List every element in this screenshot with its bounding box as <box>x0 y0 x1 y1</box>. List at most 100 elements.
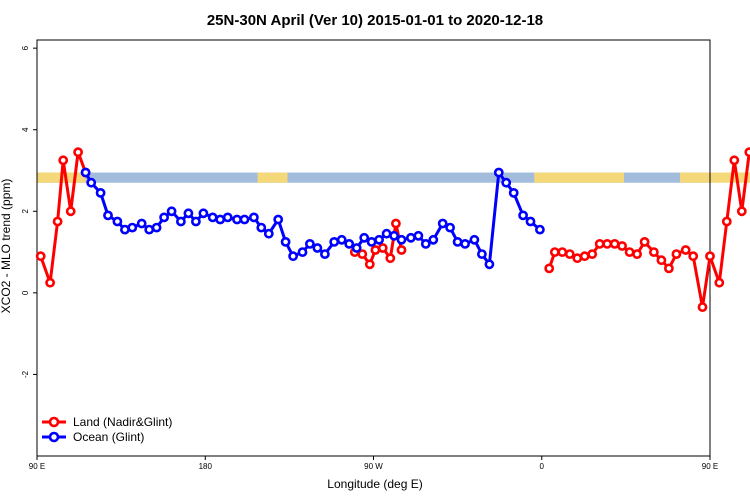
data-point <box>127 222 138 233</box>
series-line <box>39 150 88 285</box>
y-tick-label: 0 <box>21 290 30 295</box>
data-point <box>377 243 388 253</box>
data-point <box>381 228 392 239</box>
y-tick-label: -2 <box>21 370 30 378</box>
y-tick-label: 2 <box>21 209 30 214</box>
data-point <box>736 206 747 217</box>
data-point <box>80 167 91 178</box>
plot-area: 90 E 180 90 W 0 90 E -2 0 2 4 6 <box>21 39 750 471</box>
data-point <box>617 241 627 251</box>
data-point <box>151 222 162 233</box>
data-point <box>579 251 590 262</box>
x-tick-label: 90 W <box>364 462 383 471</box>
data-point <box>239 214 250 225</box>
data-point <box>159 212 169 223</box>
data-point <box>535 224 545 235</box>
data-point <box>396 234 407 245</box>
data-point <box>714 277 725 288</box>
data-point <box>198 208 209 219</box>
data-point <box>232 214 242 225</box>
data-point <box>215 214 226 225</box>
data-point <box>288 251 298 262</box>
ocean-band <box>37 172 710 183</box>
data-point <box>336 234 347 245</box>
data-point <box>680 245 691 255</box>
data-point <box>420 238 431 249</box>
legend-label: Land (Nadir&Glint) <box>73 415 172 429</box>
data-point <box>280 236 291 247</box>
data-point <box>297 247 308 257</box>
data-point <box>183 208 194 219</box>
data-point <box>405 232 416 243</box>
chart-title: 25N-30N April (Ver 10) 2015-01-01 to 202… <box>207 12 543 29</box>
data-point <box>166 206 177 217</box>
y-tick-label: 6 <box>21 45 30 50</box>
data-point <box>549 247 560 257</box>
data-point <box>45 277 55 288</box>
data-point <box>329 236 340 247</box>
data-point <box>95 187 106 198</box>
data-point <box>120 224 130 235</box>
data-point <box>656 255 667 266</box>
data-point <box>518 210 528 221</box>
data-point <box>112 216 123 227</box>
data-point <box>594 238 605 249</box>
x-tick-label: 0 <box>540 462 545 471</box>
data-point <box>413 230 424 241</box>
data-point <box>624 247 635 257</box>
data-point <box>370 245 381 255</box>
data-point <box>273 214 284 225</box>
data-point <box>437 218 448 229</box>
data-point <box>344 238 355 249</box>
data-point <box>671 249 682 259</box>
data-point <box>58 155 69 166</box>
data-point <box>572 253 583 264</box>
legend-marker <box>48 416 60 428</box>
data-point <box>493 167 504 178</box>
data-point <box>721 216 732 227</box>
data-point <box>469 234 480 245</box>
data-point <box>452 236 463 247</box>
series-line <box>84 171 541 266</box>
series-0 <box>35 147 750 312</box>
data-point <box>52 216 63 227</box>
series-1 <box>80 167 545 270</box>
data-point <box>351 243 362 253</box>
data-point <box>697 302 708 312</box>
data-point <box>389 230 399 241</box>
data-point <box>144 224 155 235</box>
data-point <box>508 187 519 198</box>
data-point <box>632 249 642 259</box>
data-point <box>65 206 76 217</box>
data-point <box>544 263 555 274</box>
data-point <box>248 212 259 223</box>
data-point <box>357 249 368 259</box>
data-point <box>190 216 201 227</box>
data-point <box>445 222 455 233</box>
data-point <box>688 251 699 262</box>
data-point <box>587 249 598 259</box>
data-point <box>103 210 113 221</box>
legend-label: Ocean (Glint) <box>73 430 144 444</box>
legend-marker <box>48 431 60 443</box>
land-band <box>257 172 288 183</box>
land-band <box>534 172 625 183</box>
data-point <box>705 251 715 262</box>
data-point <box>525 216 536 227</box>
data-point <box>35 251 46 262</box>
data-point <box>175 216 186 227</box>
data-point <box>364 259 375 270</box>
data-point <box>207 212 218 223</box>
data-point <box>639 236 650 247</box>
land-band <box>680 172 750 183</box>
x-tick-label: 180 <box>199 462 213 471</box>
data-point <box>428 234 439 245</box>
x-tick-label: 90 E <box>702 462 718 471</box>
data-point <box>304 238 315 249</box>
data-point <box>312 243 323 253</box>
data-point <box>374 234 384 245</box>
data-point <box>557 247 568 257</box>
data-point <box>501 177 512 188</box>
data-point <box>390 218 401 229</box>
